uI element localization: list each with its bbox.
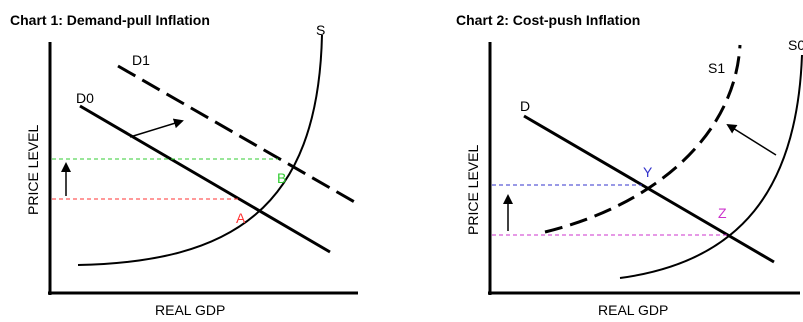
x-axis-label: REAL GDP — [598, 302, 668, 318]
demand-curve-initial — [79, 104, 331, 254]
arrow-right-up-icon — [129, 118, 184, 138]
chart-title: Chart 2: Cost-push Inflation — [456, 12, 640, 28]
supply-curve-initial — [619, 54, 803, 279]
y-axis-label: PRICE LEVEL — [25, 125, 41, 215]
point-new-label: Y — [643, 164, 653, 180]
supply-curve-shifted — [544, 44, 742, 234]
demand-curve-shifted-label: D1 — [132, 52, 150, 68]
y-axis-label: PRICE LEVEL — [465, 145, 481, 235]
demand-curve-shifted — [117, 64, 359, 206]
point-initial-label: Z — [718, 205, 727, 221]
demand-curve — [523, 114, 775, 264]
supply-curve-initial-label: S0 — [788, 37, 803, 53]
point-initial-label: A — [236, 210, 246, 226]
x-axis-label: REAL GDP — [155, 302, 225, 318]
demand-curve-initial-label: D0 — [76, 90, 94, 106]
chart-title: Chart 1: Demand-pull Inflation — [10, 12, 210, 28]
arrow-left-up-icon — [726, 123, 777, 156]
supply-curve-shifted-label: S1 — [708, 60, 725, 76]
supply-curve-label: S — [316, 22, 325, 38]
chart-demand-pull: Chart 1: Demand-pull Inflation PRICE LEV… — [10, 12, 359, 318]
point-new-label: B — [277, 170, 286, 186]
chart-cost-push: Chart 2: Cost-push Inflation PRICE LEVEL… — [456, 12, 803, 318]
demand-curve-label: D — [520, 98, 530, 114]
supply-curve — [77, 34, 323, 266]
